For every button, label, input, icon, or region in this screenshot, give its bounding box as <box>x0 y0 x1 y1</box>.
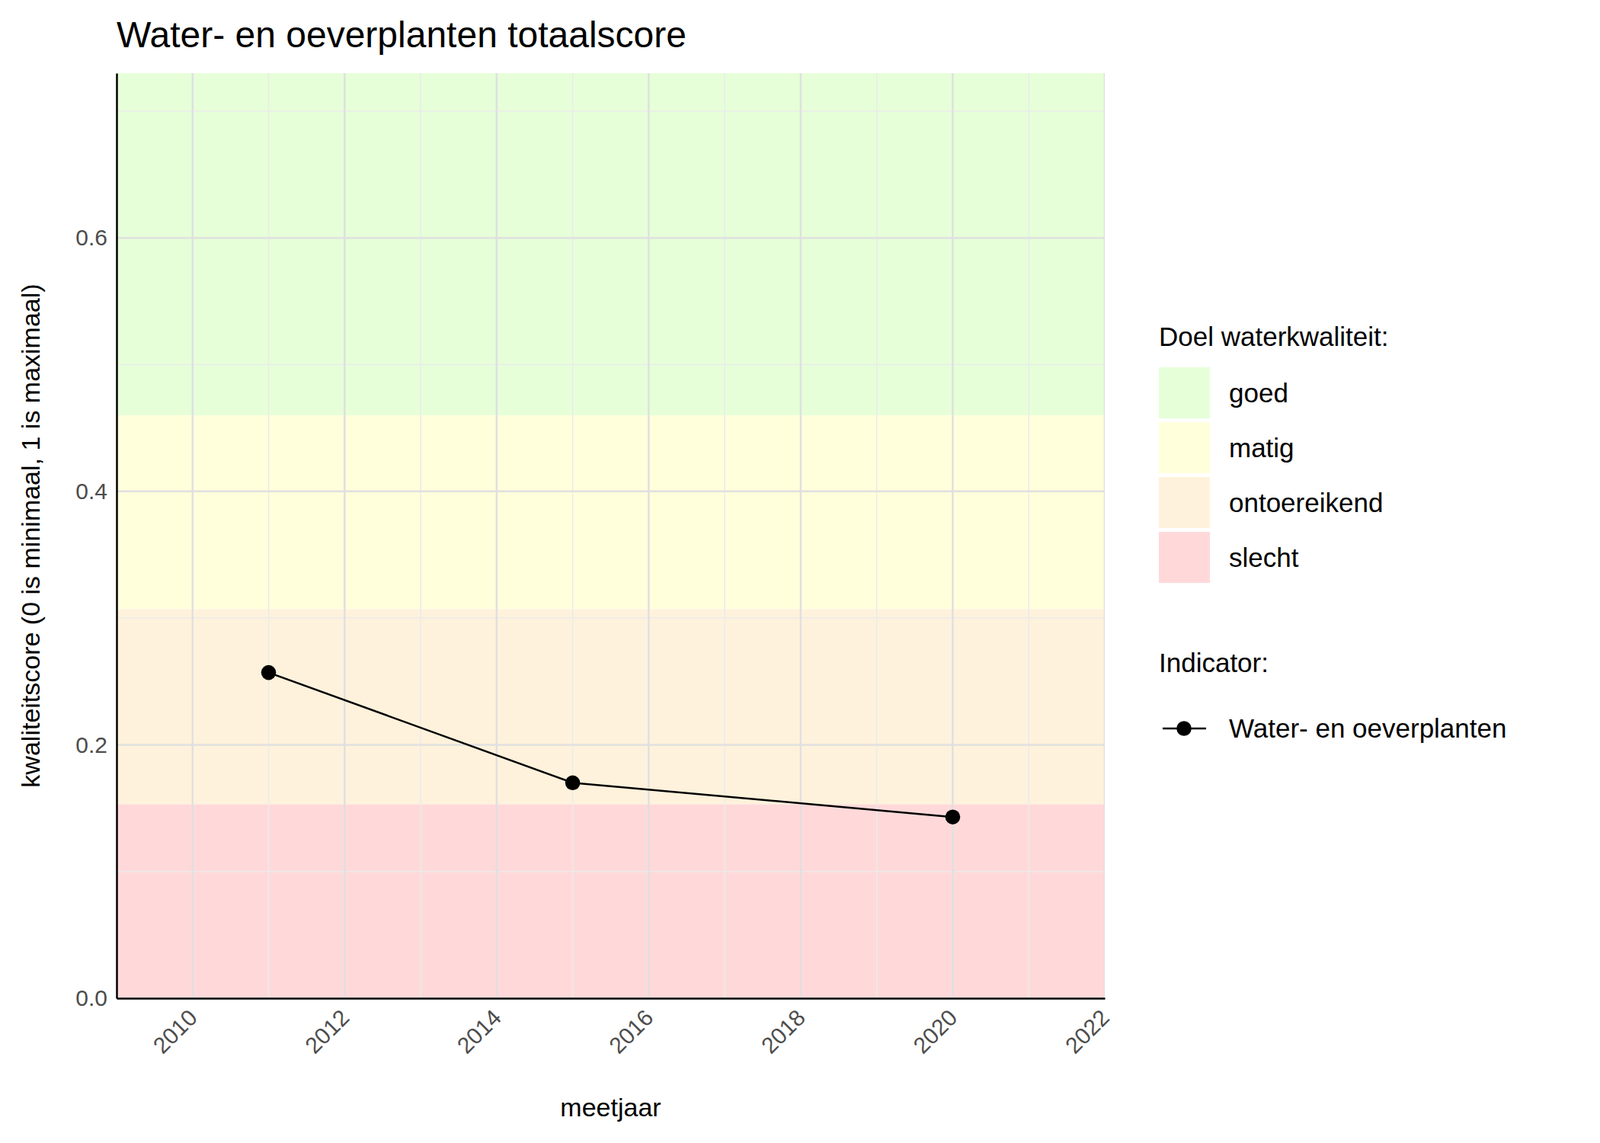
axis-line <box>117 997 1106 1000</box>
legend-label: slecht <box>1228 542 1300 573</box>
legend-key <box>1176 720 1192 736</box>
tick: 0.2 <box>75 731 117 757</box>
tick-label: 2018 <box>756 1004 811 1059</box>
y-axis-title: kwaliteitscore (0 is minimaal, 1 is maxi… <box>16 283 45 788</box>
tick: 2022 <box>1060 998 1115 1059</box>
grid-line <box>1104 73 1105 999</box>
plot: 0.0 0.2 0.4 0.6 2010 2012 2014 2016 2018 2020 2022 <box>75 73 1114 1059</box>
tick-label: 2014 <box>451 1004 506 1059</box>
series-line <box>268 672 954 818</box>
legend-key <box>1158 422 1210 474</box>
grid <box>116 73 1105 999</box>
plot-area <box>116 73 1105 999</box>
grid-line <box>116 490 1105 493</box>
tick: 2012 <box>300 998 355 1059</box>
band <box>116 608 1105 804</box>
legend-label: matig <box>1228 432 1295 463</box>
tick-label: 0.2 <box>75 731 108 757</box>
tick-label: 2012 <box>300 1004 355 1059</box>
minor-grid-line <box>268 73 270 999</box>
tick: 2010 <box>147 998 202 1059</box>
tick: 0.0 <box>75 985 117 1011</box>
minor-grid-line <box>116 364 1105 366</box>
minor-grid-line <box>723 73 726 999</box>
legend-label: goed <box>1228 377 1289 408</box>
tick-label: 0.0 <box>75 985 108 1011</box>
minor-grid-line <box>1027 73 1030 999</box>
tick: 0.6 <box>75 224 117 250</box>
minor-grid-line <box>116 110 1105 112</box>
band <box>116 415 1105 609</box>
tick-label: 2020 <box>908 1004 963 1059</box>
grid-line <box>647 73 650 999</box>
legend-key <box>1158 476 1210 528</box>
minor-grid-line <box>876 73 878 999</box>
tick-label: 2010 <box>147 1004 202 1059</box>
tick: 2014 <box>451 998 506 1059</box>
legend-label: ontoereikend <box>1228 487 1383 518</box>
axis-line <box>115 73 119 999</box>
grid-line <box>116 743 1105 746</box>
point <box>565 775 581 791</box>
grid-line <box>343 73 346 999</box>
point <box>945 809 961 825</box>
grid-line <box>951 73 954 999</box>
tick-label: 0.6 <box>75 224 108 250</box>
minor-grid-line <box>419 73 422 999</box>
tick: 2016 <box>604 998 659 1059</box>
legend-key <box>1158 367 1210 419</box>
tick-label: 0.4 <box>75 478 108 504</box>
tick-label: 2022 <box>1060 1004 1115 1059</box>
legend: Doel waterkwaliteit: goed matig ontoereiken… <box>1158 321 1507 743</box>
y-axis: 0.0 0.2 0.4 0.6 <box>75 73 117 1012</box>
legend-label: Water- en oeverplanten <box>1228 713 1507 743</box>
band <box>116 804 1105 999</box>
legend-key <box>1158 531 1210 583</box>
tick: 2018 <box>756 998 811 1059</box>
grid-line <box>800 73 803 999</box>
grid-line <box>116 236 1105 240</box>
point <box>261 665 277 681</box>
grid-line <box>116 997 1105 999</box>
minor-grid-line <box>572 73 574 999</box>
tick: 2020 <box>908 998 963 1059</box>
legend-title: Doel waterkwaliteit: <box>1158 321 1389 352</box>
tick-label: 2016 <box>604 1004 659 1059</box>
x-axis-title: meetjaar <box>560 1092 661 1122</box>
minor-grid-line <box>116 870 1105 873</box>
grid-line <box>496 73 499 999</box>
legend-title: Indicator: <box>1158 647 1269 678</box>
tick: 0.4 <box>75 478 117 504</box>
x-axis: 2010 2012 2014 2016 2018 2020 2022 <box>117 998 1115 1059</box>
chart: 0.0 0.2 0.4 0.6 2010 2012 2014 2016 2018 2020 2022… <box>0 0 1600 1143</box>
band <box>116 73 1105 416</box>
title: Water- en oeverplanten totaalscore <box>116 14 687 55</box>
grid-line <box>192 73 195 999</box>
minor-grid-line <box>116 617 1105 619</box>
